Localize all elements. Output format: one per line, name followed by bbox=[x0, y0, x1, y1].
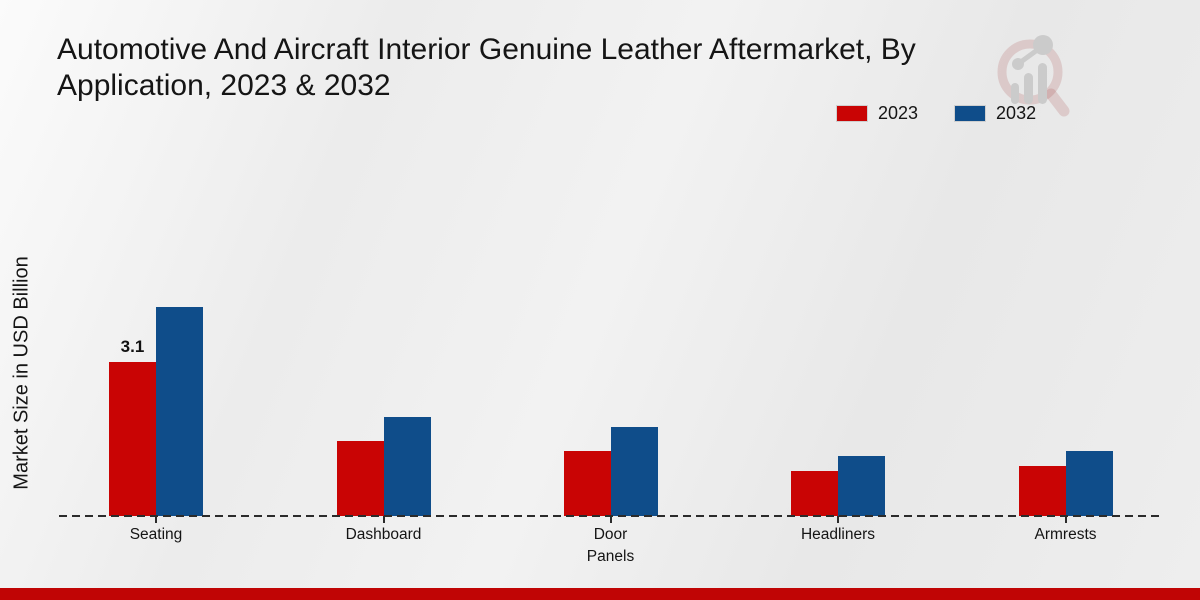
legend-label-2032: 2032 bbox=[996, 103, 1037, 123]
bar-2023-dashboard bbox=[336, 441, 384, 516]
chart-title: Automotive And Aircraft Interior Genuine… bbox=[57, 32, 916, 104]
legend-label-2023: 2023 bbox=[878, 103, 919, 123]
legend-swatch-2032 bbox=[954, 105, 987, 122]
legend-swatch-2023 bbox=[836, 105, 868, 122]
x-axis-tick bbox=[609, 516, 612, 523]
y-axis-label: Market Size in USD Billion bbox=[10, 256, 33, 490]
x-tick-label-seating: Seating bbox=[129, 526, 183, 543]
x-tick-label-dashboard: Dashboard bbox=[345, 526, 422, 543]
x-axis-tick bbox=[1064, 516, 1067, 523]
bar-2023-armrests bbox=[1018, 466, 1066, 516]
chart-title-line2: Application, 2023 & 2032 bbox=[57, 69, 391, 102]
x-axis-tick bbox=[382, 516, 385, 523]
bar-2032-armrests bbox=[1065, 451, 1113, 516]
x-tick-label-headliners: Headliners bbox=[800, 526, 876, 543]
x-axis-tick bbox=[837, 516, 839, 523]
bar-2032-headliners bbox=[838, 456, 885, 516]
x-tick-label-door-panels: Door Panels bbox=[586, 526, 635, 565]
footer-bar bbox=[0, 588, 1200, 600]
legend-item-2032: 2032 bbox=[954, 103, 1036, 124]
bar-2023-seating bbox=[109, 362, 156, 516]
bar-2023-door-panels bbox=[563, 451, 611, 516]
x-axis-line bbox=[59, 515, 1159, 517]
legend: 2023 2032 bbox=[836, 103, 1036, 124]
bar-trend-person-icon bbox=[1011, 35, 1053, 104]
bar-2023-headliners bbox=[791, 471, 838, 516]
x-tick-label-armrests: Armrests bbox=[1034, 526, 1097, 543]
bar-2032-seating bbox=[156, 307, 203, 516]
x-axis-tick bbox=[155, 516, 157, 523]
brand-logo-watermark bbox=[997, 35, 1070, 117]
bar-value-label: 3.1 bbox=[120, 337, 145, 356]
bar-2032-dashboard bbox=[383, 417, 431, 516]
bar-2032-door-panels bbox=[610, 427, 658, 516]
legend-item-2023: 2023 bbox=[836, 103, 918, 124]
chart-title-line1: Automotive And Aircraft Interior Genuine… bbox=[57, 33, 916, 66]
